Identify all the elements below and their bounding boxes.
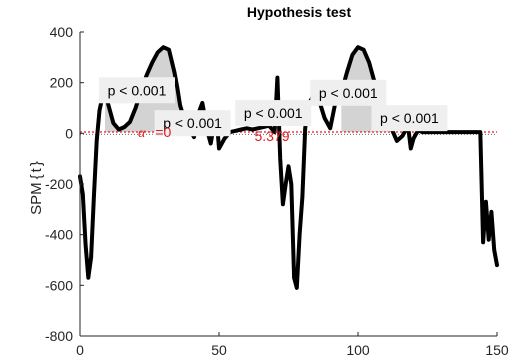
y-axis-label-close-brace: } [28,161,45,166]
y-axis-label-t: t [28,167,45,172]
p-value-label-3: p < 0.001 [244,105,303,121]
p-value-box-5 [371,105,448,132]
alpha-value: =0 [155,124,171,140]
threshold-layer [80,131,497,135]
p-value-label-2: p < 0.001 [163,115,222,131]
y-tick-label-5: 200 [50,75,74,91]
p-value-box-3 [235,100,312,127]
y-axis-label-spm: SPM [28,182,45,215]
y-tick-label-6: 400 [50,24,74,40]
y-tick-label-3: -200 [45,176,73,192]
p-value-label-5: p < 0.001 [380,110,439,126]
y-tick-label-4: 0 [65,125,73,141]
p-value-label-1: p < 0.001 [108,82,167,98]
x-tick-label-0: 0 [76,342,84,358]
y-axis-label-open-brace: { [28,174,45,179]
p-value-label-4: p < 0.001 [319,85,378,101]
alpha-symbol: α [138,126,146,141]
y-tick-label-2: -400 [45,227,73,243]
x-tick-label-2: 100 [346,342,370,358]
p-value-box-1 [98,77,175,104]
alpha-label: α =0 [138,124,172,141]
y-tick-label-0: -800 [45,328,73,344]
chart-title: Hypothesis test [247,4,352,20]
x-tick-label-1: 50 [211,342,227,358]
axis-layer: -800 -600 -400 -200 0 200 400 0 50 100 150 [45,24,509,358]
p-value-box-4 [310,79,387,106]
x-tick-label-3: 150 [485,342,509,358]
y-tick-label-1: -600 [45,277,73,293]
p-value-box-2 [154,110,231,137]
threshold-value-label: 5.379 [254,128,289,144]
y-axis-label: SPM { t} [28,161,45,215]
